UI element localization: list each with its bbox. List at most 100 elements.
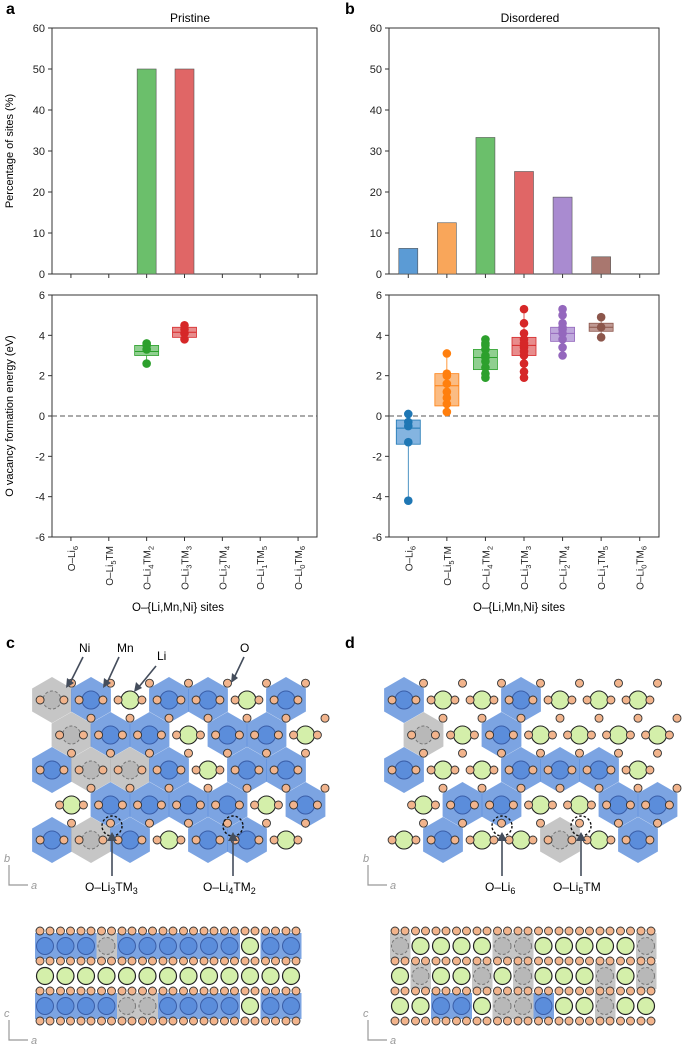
- o-atom: [35, 926, 45, 936]
- o-atom: [35, 835, 45, 845]
- o-atom: [168, 986, 178, 996]
- tick-main: O–Li: [520, 569, 531, 590]
- o-atom: [107, 1016, 116, 1026]
- tick-sub: 1: [260, 565, 269, 569]
- o-atom: [125, 783, 135, 793]
- o-atom: [575, 1016, 584, 1026]
- structure-d-top: [384, 677, 682, 863]
- o-atom: [250, 986, 260, 996]
- o-atom: [158, 1016, 168, 1026]
- o-atom: [458, 818, 467, 828]
- x-tick-label: O–Li2TM4: [559, 546, 572, 590]
- li-atom: [452, 966, 471, 986]
- o-atom: [152, 695, 162, 705]
- li-atom: [628, 760, 648, 780]
- ni-atom: [596, 997, 614, 1015]
- tick-rest: TM: [218, 550, 229, 564]
- structure-c-bottom: [35, 926, 302, 1026]
- o-atom: [465, 835, 475, 845]
- mn-atom: [56, 937, 75, 955]
- o-atom: [543, 835, 553, 845]
- arrow-ni: [69, 656, 84, 684]
- li-atom: [628, 690, 648, 710]
- mn-atom: [97, 997, 116, 1015]
- axis-d-top-v: b: [363, 853, 369, 865]
- o-atom: [127, 1016, 137, 1026]
- o-atom: [86, 986, 96, 996]
- o-atom: [145, 818, 154, 828]
- li-atom: [76, 966, 96, 986]
- y-tick-label: 40: [33, 105, 45, 117]
- o-atom: [291, 926, 301, 936]
- o-atom: [390, 1016, 400, 1026]
- data-point: [596, 333, 606, 342]
- o-atom: [98, 835, 108, 845]
- o-atom: [254, 695, 264, 705]
- y-tick-label: 0: [39, 411, 45, 423]
- li-atom: [433, 690, 453, 710]
- o-atom: [152, 765, 162, 775]
- o-atom: [431, 956, 441, 966]
- o-atom: [489, 765, 499, 775]
- mn-atom: [296, 795, 315, 815]
- o-atom: [86, 926, 96, 936]
- tick-sub: 3: [185, 565, 194, 569]
- tick-sub2: 2: [485, 546, 494, 550]
- ni-atom: [138, 997, 157, 1015]
- o-atom: [469, 800, 479, 810]
- o-atom: [195, 800, 205, 810]
- o-atom: [564, 986, 574, 996]
- o-atom: [482, 1016, 492, 1026]
- li-atom: [608, 725, 629, 745]
- chart-b-energy: -6-4-20246O–Li6O–Li5TMO–Li4TM2O–Li3TM3O–…: [372, 290, 660, 590]
- o-atom: [127, 956, 137, 966]
- mn-atom: [609, 795, 628, 815]
- y-tick-label: -6: [35, 532, 45, 544]
- o-atom: [411, 835, 421, 845]
- o-atom: [387, 765, 397, 775]
- structure-d-annotations: O–Li6 O–Li5TM: [485, 832, 601, 896]
- o-atom: [489, 835, 499, 845]
- mn-atom: [140, 725, 159, 745]
- o-atom: [645, 695, 655, 705]
- o-atom: [271, 956, 280, 966]
- data-point: [403, 437, 413, 447]
- li-atom: [413, 795, 434, 815]
- o-atom: [230, 926, 239, 936]
- o-atom: [582, 695, 592, 705]
- li-atom: [159, 830, 179, 850]
- mn-atom: [492, 725, 511, 745]
- o-atom: [76, 1016, 86, 1026]
- li-atom: [390, 996, 410, 1016]
- o-atom: [431, 926, 441, 936]
- li-atom: [647, 725, 668, 745]
- o-atom: [45, 956, 55, 966]
- x-tick-label: O–Li6: [404, 546, 417, 571]
- o-atom: [293, 765, 303, 775]
- data-point: [442, 387, 452, 397]
- o-atom: [595, 956, 605, 966]
- o-atom: [633, 713, 643, 723]
- li-atom: [589, 690, 609, 710]
- o-atom: [528, 765, 538, 775]
- ni-atom: [514, 937, 532, 955]
- o-atom: [450, 695, 460, 705]
- arrow-mn: [106, 656, 120, 684]
- o-atom: [646, 1016, 656, 1026]
- o-atom: [76, 926, 86, 936]
- data-point: [403, 496, 413, 506]
- o-atom: [636, 1016, 646, 1026]
- li-atom: [199, 966, 219, 986]
- o-atom: [626, 956, 635, 966]
- o-atom: [220, 956, 229, 966]
- y-tick-label: -4: [372, 492, 382, 504]
- li-atom: [220, 966, 239, 986]
- o-atom: [575, 986, 584, 996]
- mn-atom: [589, 760, 609, 780]
- o-atom: [138, 986, 147, 996]
- data-point: [403, 421, 413, 431]
- tick-sub2: 6: [640, 546, 649, 550]
- o-atom: [472, 986, 482, 996]
- data-point: [558, 343, 567, 352]
- o-atom: [485, 730, 495, 740]
